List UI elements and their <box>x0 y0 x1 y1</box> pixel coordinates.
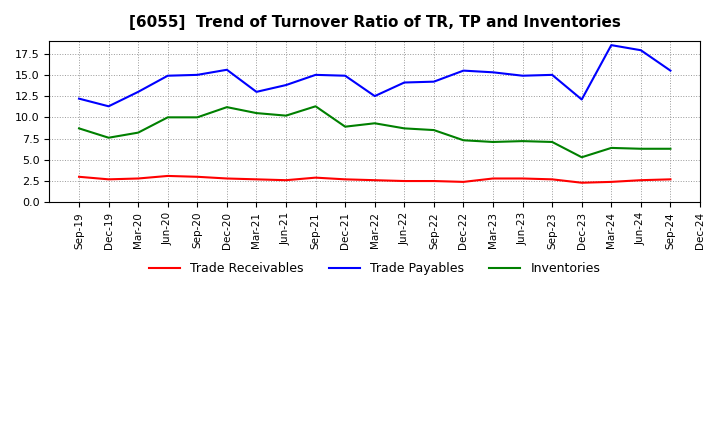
Trade Receivables <box>222 176 231 181</box>
Trade Receivables <box>489 176 498 181</box>
Trade Receivables <box>666 177 675 182</box>
Trade Payables <box>163 73 172 78</box>
Inventories <box>518 139 527 144</box>
Inventories <box>370 121 379 126</box>
Trade Receivables <box>193 174 202 180</box>
Line: Trade Receivables: Trade Receivables <box>79 176 670 183</box>
Legend: Trade Receivables, Trade Payables, Inventories: Trade Receivables, Trade Payables, Inven… <box>144 257 606 280</box>
Trade Receivables <box>548 177 557 182</box>
Trade Payables <box>341 73 349 78</box>
Trade Payables <box>134 89 143 95</box>
Trade Receivables <box>252 177 261 182</box>
Inventories <box>548 139 557 145</box>
Inventories <box>193 115 202 120</box>
Inventories <box>134 130 143 135</box>
Trade Receivables <box>134 176 143 181</box>
Trade Payables <box>193 72 202 77</box>
Trade Receivables <box>636 178 645 183</box>
Trade Payables <box>311 72 320 77</box>
Trade Payables <box>666 68 675 73</box>
Inventories <box>341 124 349 129</box>
Trade Payables <box>518 73 527 78</box>
Trade Payables <box>282 82 290 88</box>
Trade Payables <box>222 67 231 73</box>
Line: Inventories: Inventories <box>79 106 670 157</box>
Trade Receivables <box>341 177 349 182</box>
Inventories <box>400 126 409 131</box>
Inventories <box>489 139 498 145</box>
Trade Payables <box>104 104 113 109</box>
Inventories <box>607 145 616 150</box>
Inventories <box>163 115 172 120</box>
Trade Receivables <box>104 177 113 182</box>
Inventories <box>252 110 261 116</box>
Title: [6055]  Trend of Turnover Ratio of TR, TP and Inventories: [6055] Trend of Turnover Ratio of TR, TP… <box>129 15 621 30</box>
Trade Payables <box>489 70 498 75</box>
Trade Receivables <box>607 179 616 184</box>
Trade Payables <box>459 68 468 73</box>
Trade Receivables <box>518 176 527 181</box>
Inventories <box>282 113 290 118</box>
Trade Receivables <box>459 179 468 184</box>
Trade Payables <box>607 43 616 48</box>
Inventories <box>75 126 84 131</box>
Trade Receivables <box>282 178 290 183</box>
Inventories <box>666 146 675 151</box>
Trade Payables <box>577 97 586 102</box>
Trade Receivables <box>311 175 320 180</box>
Trade Payables <box>430 79 438 84</box>
Trade Receivables <box>430 178 438 183</box>
Inventories <box>104 135 113 140</box>
Trade Payables <box>252 89 261 95</box>
Trade Payables <box>370 93 379 99</box>
Trade Receivables <box>75 174 84 180</box>
Inventories <box>459 138 468 143</box>
Trade Payables <box>548 72 557 77</box>
Inventories <box>636 146 645 151</box>
Line: Trade Payables: Trade Payables <box>79 45 670 106</box>
Inventories <box>222 105 231 110</box>
Trade Receivables <box>370 178 379 183</box>
Trade Receivables <box>400 178 409 183</box>
Trade Payables <box>400 80 409 85</box>
Inventories <box>430 128 438 133</box>
Trade Payables <box>636 48 645 53</box>
Trade Receivables <box>163 173 172 179</box>
Trade Receivables <box>577 180 586 185</box>
Inventories <box>311 104 320 109</box>
Inventories <box>577 154 586 160</box>
Trade Payables <box>75 96 84 101</box>
